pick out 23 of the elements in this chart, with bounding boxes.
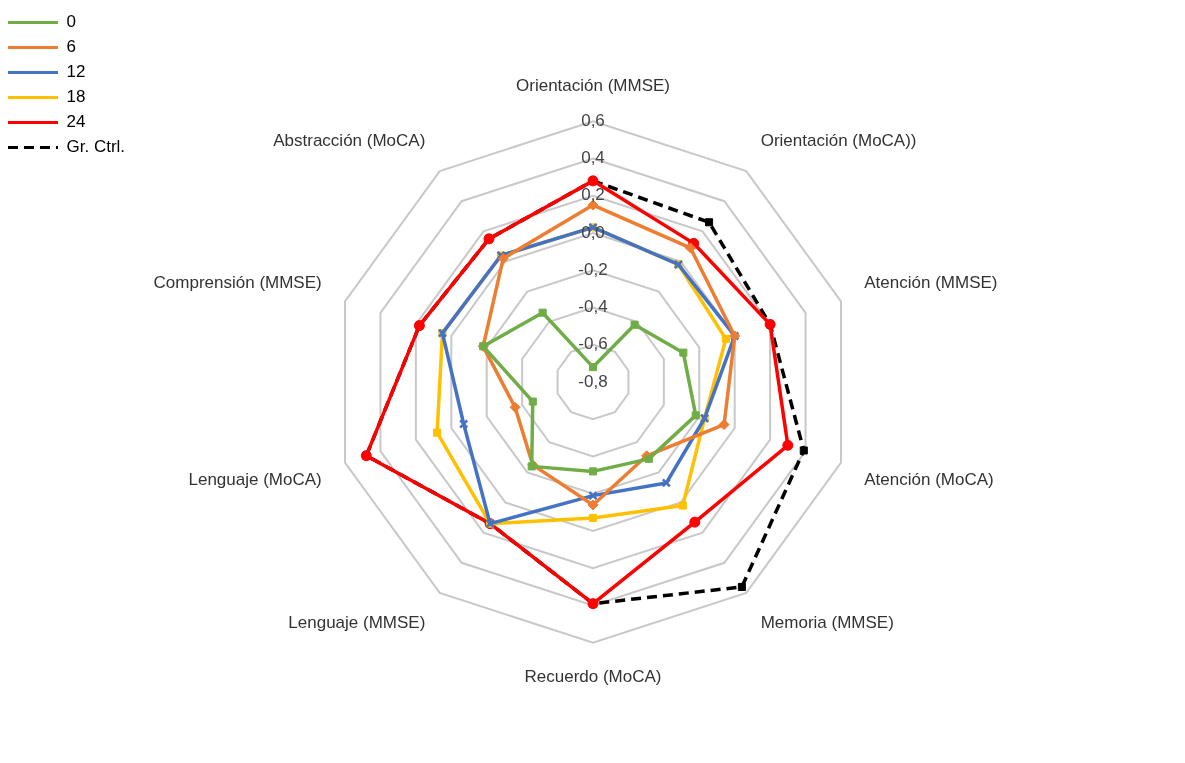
- y-tick-label: 0,6: [581, 110, 605, 130]
- spoke-label: Comprensión (MMSE): [153, 273, 322, 293]
- spoke-label: Orientación (MMSE): [516, 76, 670, 96]
- legend-label: Gr. Ctrl.: [66, 137, 126, 157]
- y-tick-label: -0,4: [578, 297, 608, 317]
- spoke-label: Recuerdo (MoCA): [524, 667, 662, 687]
- spoke-label: Atención (MMSE): [864, 273, 998, 293]
- spoke-label: Atención (MoCA): [864, 470, 994, 490]
- y-tick-label: 0,4: [581, 148, 605, 168]
- legend-label: 12: [66, 62, 86, 82]
- y-tick-label: -0,8: [578, 371, 608, 391]
- spoke-label: Memoria (MMSE): [760, 612, 894, 632]
- y-tick-label: -0,2: [578, 259, 608, 279]
- legend-label: 18: [66, 87, 86, 107]
- spoke-label: Abstracción (MoCA): [273, 130, 426, 150]
- spoke-label: Orientación (MoCA)): [760, 130, 917, 150]
- y-tick-label: 0,2: [581, 185, 605, 205]
- legend-label: 24: [66, 112, 86, 132]
- y-tick-label: -0,6: [578, 334, 608, 354]
- legend-label: 6: [66, 37, 76, 57]
- spoke-label: Lenguaje (MoCA): [188, 470, 322, 490]
- legend-label: 0: [66, 12, 76, 32]
- spoke-label: Lenguaje (MMSE): [288, 612, 426, 632]
